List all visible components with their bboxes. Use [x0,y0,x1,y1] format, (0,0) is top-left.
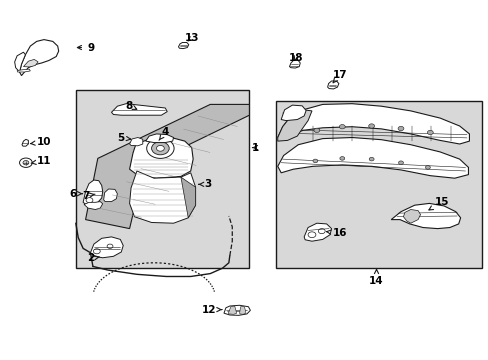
Circle shape [368,124,374,128]
Circle shape [339,125,345,129]
Text: 15: 15 [428,197,449,210]
Circle shape [398,161,403,165]
Polygon shape [145,134,173,143]
Polygon shape [129,171,195,223]
Text: 9: 9 [77,42,94,53]
Text: 18: 18 [288,53,303,63]
Polygon shape [277,138,468,178]
Polygon shape [228,306,236,314]
Circle shape [23,161,29,165]
Text: 14: 14 [368,269,383,286]
Polygon shape [224,305,250,315]
Polygon shape [281,105,305,121]
Polygon shape [85,104,249,229]
Circle shape [151,142,169,155]
Polygon shape [83,180,102,205]
Polygon shape [304,223,331,241]
Polygon shape [22,139,28,146]
Text: 8: 8 [125,101,137,111]
Circle shape [427,130,432,135]
Text: 1: 1 [251,143,259,153]
Polygon shape [390,203,460,229]
Polygon shape [403,210,420,223]
Circle shape [146,138,174,158]
Circle shape [20,158,32,167]
Circle shape [312,159,317,163]
Text: 2: 2 [86,253,99,264]
Polygon shape [277,110,311,141]
Circle shape [307,232,315,238]
Text: 11: 11 [31,156,51,166]
Circle shape [313,128,319,132]
Polygon shape [327,81,338,89]
Circle shape [425,166,429,169]
Text: 7: 7 [82,191,95,201]
Circle shape [107,244,113,248]
Polygon shape [289,60,300,68]
Text: 5: 5 [117,133,130,143]
Polygon shape [111,104,167,115]
Bar [76,90,249,268]
Polygon shape [23,59,38,67]
Text: 4: 4 [159,127,168,140]
Polygon shape [178,42,188,49]
Text: 13: 13 [184,33,199,43]
Polygon shape [129,138,142,146]
Polygon shape [20,40,59,76]
Text: 12: 12 [201,305,221,315]
Text: 17: 17 [332,70,346,83]
Polygon shape [129,138,193,178]
Polygon shape [17,69,30,72]
Bar [276,101,481,268]
Text: 10: 10 [31,137,51,147]
Polygon shape [277,104,468,144]
Polygon shape [103,189,117,202]
Polygon shape [181,177,195,218]
Circle shape [397,126,403,131]
Circle shape [93,249,100,254]
Polygon shape [84,202,102,210]
Circle shape [339,157,344,160]
Polygon shape [15,52,25,72]
Circle shape [156,145,164,151]
Text: 3: 3 [199,179,211,189]
Circle shape [318,229,325,234]
Polygon shape [90,237,123,258]
Text: 16: 16 [326,228,346,238]
Text: 6: 6 [69,189,82,199]
Circle shape [368,157,373,161]
Circle shape [86,198,93,203]
Polygon shape [239,307,245,314]
